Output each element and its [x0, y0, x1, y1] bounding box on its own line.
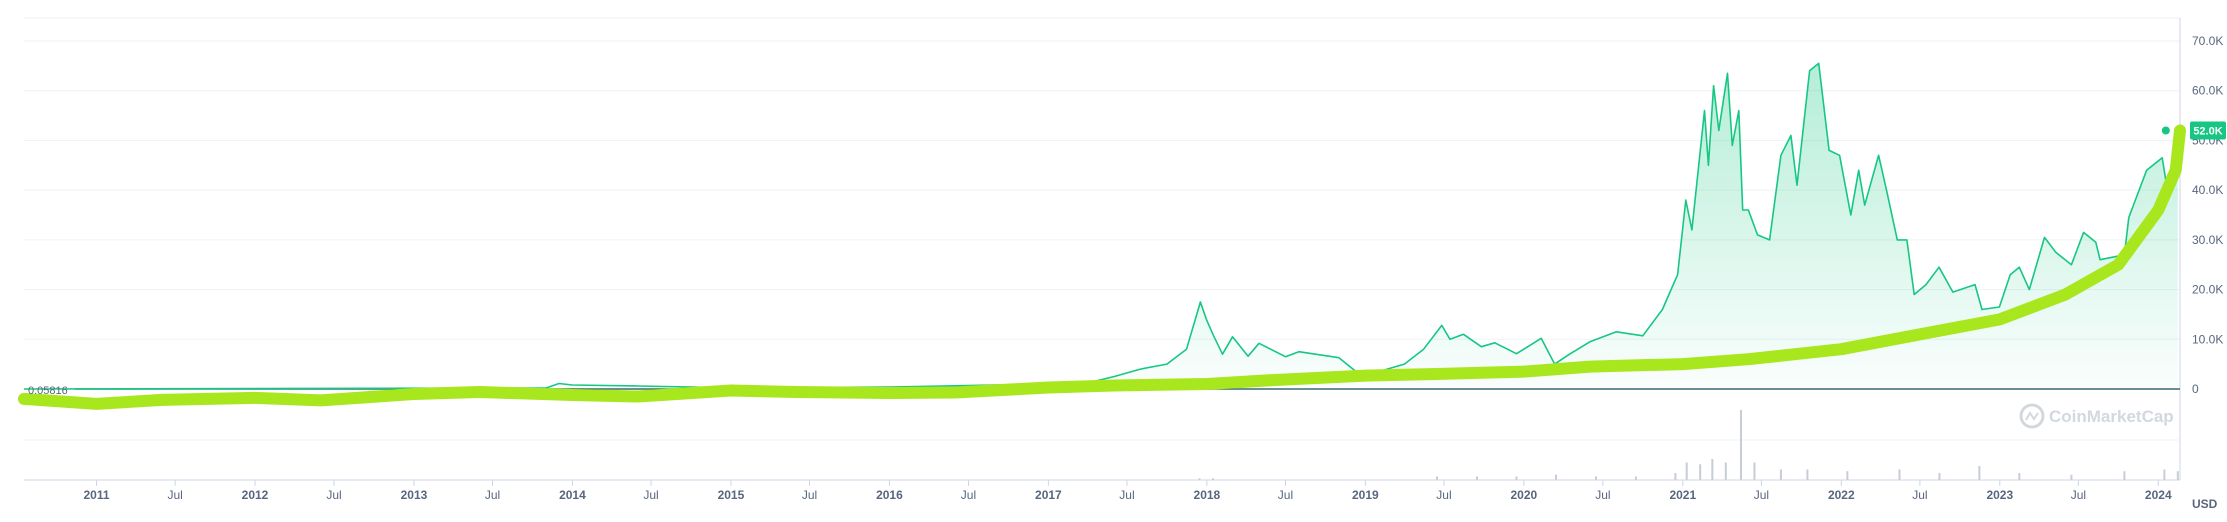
volume-bar	[1436, 476, 1439, 480]
x-tick-label: Jul	[167, 488, 182, 502]
volume-bar	[1515, 476, 1518, 480]
volume-bar	[1685, 462, 1688, 480]
volume-bar	[1739, 410, 1742, 480]
watermark-text: CoinMarketCap	[2049, 407, 2174, 426]
volume-bar	[1211, 478, 1214, 480]
x-tick-label: 2016	[876, 488, 903, 502]
y-tick-label: 70.0K	[2192, 34, 2223, 48]
y-tick-label: 10.0K	[2192, 332, 2223, 346]
y-tick-label: 30.0K	[2192, 233, 2223, 247]
volume-bar	[1634, 476, 1637, 480]
x-tick-label: 2019	[1352, 488, 1379, 502]
price-area-fill	[24, 63, 2178, 390]
watermark: CoinMarketCap	[2019, 403, 2174, 429]
volume-bar	[1711, 459, 1714, 480]
volume-bar	[2123, 471, 2126, 480]
current-price-badge-bg	[2190, 121, 2226, 140]
currency-label: USD	[2192, 497, 2218, 511]
x-tick-label: Jul	[643, 488, 658, 502]
volume-bar	[2176, 471, 2179, 480]
x-tick-label: 2018	[1194, 488, 1221, 502]
x-tick-label: 2011	[83, 488, 109, 502]
x-axis: 2011 Jul 2012 Jul 2013 Jul 2014 Jul 2015 Jul 2016 J…	[83, 480, 2172, 502]
current-price-dot	[2161, 126, 2170, 135]
x-tick-label: Jul	[1119, 488, 1134, 502]
volume-bar	[1475, 476, 1478, 480]
x-tick-label: 2014	[559, 488, 586, 502]
volume-bar	[1198, 478, 1201, 480]
trend-line-path	[18, 124, 2186, 410]
coinmarketcap-logo-icon	[2019, 403, 2045, 429]
volume-bar	[1978, 466, 1981, 480]
coinmarketcap-logo-mark	[2025, 411, 2039, 421]
x-tick-label: 2022	[1828, 488, 1855, 502]
volume-bar	[1898, 469, 1901, 480]
current-price-badge: 52.0K	[2190, 121, 2226, 140]
volume-bar	[1594, 476, 1597, 480]
y-tick-label: 20.0K	[2192, 283, 2223, 297]
volume-bars	[1198, 410, 2179, 480]
start-value-label: 0.05816	[28, 385, 68, 397]
x-tick-label: Jul	[961, 488, 976, 502]
x-tick-label: 2017	[1035, 488, 1062, 502]
volume-bar	[1806, 469, 1809, 480]
volume-bar	[1554, 474, 1557, 480]
volume-bar	[1779, 469, 1782, 480]
volume-bar	[1753, 462, 1756, 480]
volume-bar	[1674, 473, 1677, 480]
price-line	[23, 62, 2179, 390]
x-tick-label: Jul	[326, 488, 341, 502]
trend-line	[18, 124, 2186, 410]
volume-bar	[1699, 464, 1702, 480]
x-tick-label: 2020	[1511, 488, 1538, 502]
x-tick-label: 2015	[718, 488, 745, 502]
x-tick-label: 2023	[1986, 488, 2013, 502]
price-area	[23, 62, 2179, 390]
x-tick-label: Jul	[485, 488, 500, 502]
x-tick-label: Jul	[1754, 488, 1769, 502]
volume-bar	[2163, 469, 2166, 480]
y-tick-label: 40.0K	[2192, 183, 2223, 197]
volume-bar	[1846, 471, 1849, 480]
x-tick-label: Jul	[1436, 488, 1451, 502]
x-tick-label: 2013	[401, 488, 428, 502]
x-tick-label: Jul	[802, 488, 817, 502]
x-tick-label: 2021	[1669, 488, 1696, 502]
x-tick-label: Jul	[1278, 488, 1293, 502]
x-tick-label: 2024	[2145, 488, 2172, 502]
x-tick-label: Jul	[1912, 488, 1927, 502]
y-tick-label: 60.0K	[2192, 84, 2223, 98]
x-tick-label: 2012	[242, 488, 269, 502]
volume-bar	[2018, 473, 2021, 480]
x-tick-label: Jul	[1595, 488, 1610, 502]
volume-bar	[2070, 474, 2073, 480]
volume-bar	[1724, 462, 1727, 480]
volume-bar	[1938, 473, 1941, 480]
markers	[2161, 126, 2170, 135]
y-tick-label: 0	[2192, 382, 2199, 396]
current-price-value: 52.0K	[2193, 125, 2222, 137]
x-tick-label: Jul	[2071, 488, 2086, 502]
